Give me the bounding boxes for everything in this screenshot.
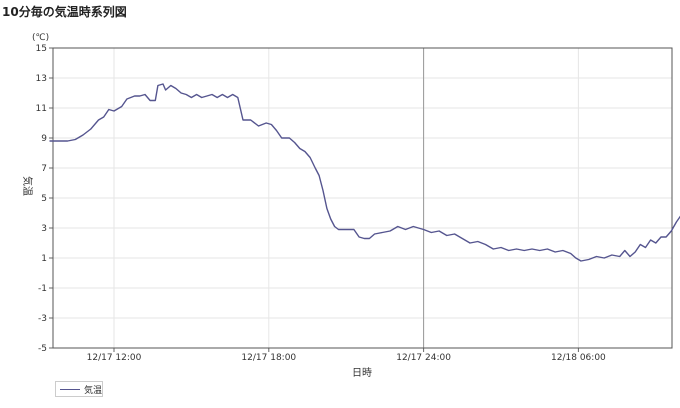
x-tick-label: 12/17 24:00 (396, 353, 451, 363)
x-axis-title: 日時 (352, 367, 372, 379)
x-tick-label: 12/17 18:00 (241, 353, 296, 363)
series-layer (49, 83, 680, 262)
y-tick-label: -5 (38, 344, 47, 354)
legend-label: 気温 (83, 385, 102, 396)
y-tick-label: 13 (36, 74, 47, 84)
y-tick-label: 9 (41, 134, 47, 144)
y-tick-label: 15 (36, 44, 47, 54)
legend[interactable]: 気温 (55, 381, 103, 397)
legend-swatch (60, 388, 80, 390)
y-tick-label: 1 (41, 254, 47, 264)
series-line-temperature (49, 83, 680, 262)
y-tick-label: 7 (41, 164, 47, 174)
y-tick-label: 11 (36, 104, 47, 114)
chart-title: 10分毎の気温時系列図 (2, 5, 127, 19)
x-tick-label: 12/18 06:00 (551, 353, 606, 363)
y-unit-label: (℃) (32, 33, 49, 43)
y-axis-title: 気温 (21, 176, 34, 196)
x-tick-label: 12/17 12:00 (87, 353, 142, 363)
y-tick-label: -3 (38, 314, 47, 324)
y-tick-label: 3 (41, 224, 47, 234)
y-tick-label: -1 (38, 284, 47, 294)
y-tick-label: 5 (41, 194, 47, 204)
plot-frame (52, 47, 673, 349)
grid (53, 48, 672, 348)
